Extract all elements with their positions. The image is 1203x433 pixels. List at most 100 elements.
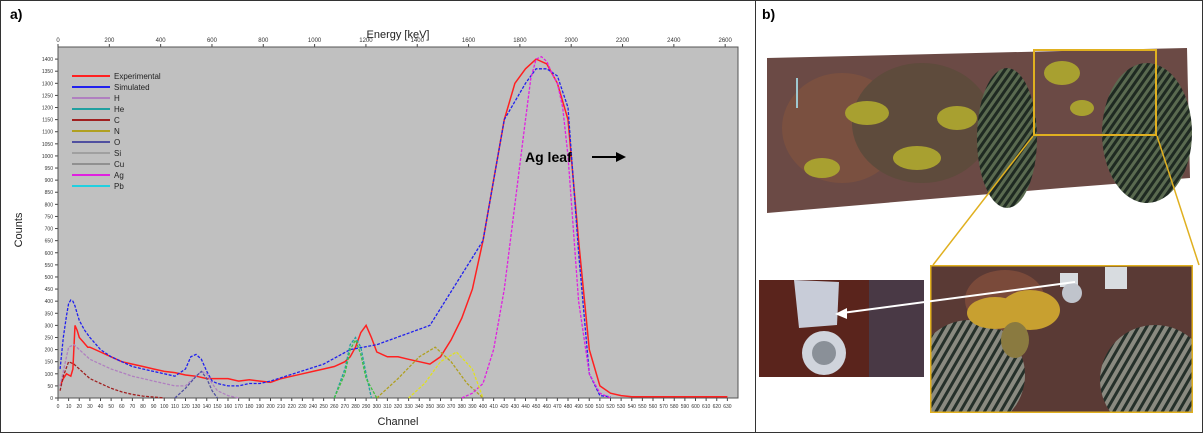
x-tick-label: 150 — [213, 404, 222, 410]
y-tick-label: 350 — [45, 311, 54, 317]
legend-label: Simulated — [114, 83, 150, 92]
x-tick-label: 430 — [511, 404, 520, 410]
plot-area — [58, 47, 738, 398]
x-tick-label: 20 — [76, 404, 82, 410]
y-tick-label: 150 — [45, 360, 54, 366]
spectrum-chart: 0501001502002503003504004505005506006507… — [13, 29, 739, 428]
x-tick-label: 600 — [691, 404, 700, 410]
x-tick-label: 570 — [659, 404, 668, 410]
zoom-connector-lines — [932, 135, 1200, 266]
x-tick-label: 300 — [373, 404, 382, 410]
x-tick-label: 470 — [553, 404, 562, 410]
x-tick-label: 410 — [489, 404, 498, 410]
y-tick-label: 900 — [45, 178, 54, 184]
series-line-ag — [461, 55, 611, 399]
legend-label: H — [114, 94, 120, 103]
energy-tick-label: 1600 — [462, 38, 476, 44]
x-tick-label: 630 — [723, 404, 732, 410]
legend-label: N — [114, 127, 120, 136]
ag-leaf-annotation: Ag leaf — [525, 149, 572, 165]
x-tick-label: 440 — [521, 404, 530, 410]
x-tick-label: 340 — [415, 404, 424, 410]
legend-label: He — [114, 105, 125, 114]
x-tick-label: 80 — [140, 404, 146, 410]
energy-tick-label: 1000 — [308, 38, 322, 44]
x-tick-label: 290 — [362, 404, 371, 410]
y-tick-label: 1150 — [42, 118, 53, 124]
energy-tick-label: 0 — [56, 38, 60, 44]
x-tick-label: 480 — [564, 404, 573, 410]
y-tick-label: 700 — [45, 227, 54, 233]
x-tick-label: 520 — [606, 404, 615, 410]
series-line-c — [59, 360, 165, 399]
x-tick-label: 350 — [426, 404, 435, 410]
top-axis-label: Energy [keV] — [367, 29, 430, 41]
ag-leaf-arrowhead — [616, 152, 626, 162]
energy-tick-label: 2400 — [667, 38, 681, 44]
legend-label: Ag — [114, 171, 124, 180]
x-tick-label: 490 — [574, 404, 583, 410]
x-tick-label: 560 — [649, 404, 658, 410]
series-line-n — [376, 346, 484, 399]
y-tick-label: 500 — [45, 275, 54, 281]
x-tick-label: 260 — [330, 404, 339, 410]
x-tick-label: 610 — [702, 404, 711, 410]
energy-tick-label: 800 — [258, 38, 269, 44]
x-tick-label: 230 — [298, 404, 307, 410]
y-tick-label: 550 — [45, 263, 54, 269]
x-tick-label: 380 — [458, 404, 467, 410]
x-tick-label: 550 — [638, 404, 647, 410]
energy-tick-label: 2200 — [616, 38, 630, 44]
x-tick-label: 280 — [351, 404, 360, 410]
series-line-o — [174, 370, 218, 399]
x-tick-label: 160 — [224, 404, 233, 410]
x-tick-label: 540 — [628, 404, 637, 410]
x-tick-label: 40 — [98, 404, 104, 410]
x-tick-label: 270 — [341, 404, 350, 410]
y-tick-label: 850 — [45, 190, 54, 196]
x-tick-label: 530 — [617, 404, 626, 410]
x-tick-label: 310 — [383, 404, 392, 410]
x-tick-label: 510 — [596, 404, 605, 410]
x-tick-label: 100 — [160, 404, 169, 410]
x-tick-label: 210 — [277, 404, 286, 410]
energy-tick-label: 1400 — [411, 38, 425, 44]
x-tick-label: 70 — [130, 404, 136, 410]
series-line-unlabeled — [408, 351, 484, 399]
energy-tick-label: 1200 — [359, 38, 373, 44]
x-tick-label: 50 — [108, 404, 114, 410]
y-tick-label: 950 — [45, 166, 54, 172]
x-tick-label: 320 — [394, 404, 403, 410]
y-tick-label: 1300 — [42, 81, 53, 87]
y-tick-label: 300 — [45, 323, 54, 329]
y-tick-label: 750 — [45, 214, 54, 220]
panel-b-label: b) — [762, 6, 776, 22]
energy-tick-label: 200 — [104, 38, 115, 44]
y-tick-label: 0 — [50, 396, 53, 402]
y-tick-label: 250 — [45, 335, 54, 341]
x-tick-label: 140 — [203, 404, 212, 410]
y-tick-label: 1350 — [42, 69, 53, 75]
x-tick-label: 120 — [181, 404, 190, 410]
panel-a-label: a) — [10, 6, 23, 22]
energy-tick-label: 1800 — [513, 38, 527, 44]
y-tick-label: 1000 — [42, 154, 53, 160]
plot-border — [57, 46, 739, 399]
y-tick-label: 1050 — [42, 142, 53, 148]
x-tick-label: 500 — [585, 404, 594, 410]
x-tick-label: 460 — [543, 404, 552, 410]
energy-tick-label: 2000 — [565, 38, 579, 44]
series-line-he — [333, 336, 373, 399]
closeup-pointer-arrow — [835, 281, 1076, 319]
x-tick-label: 590 — [681, 404, 690, 410]
panel-divider — [755, 0, 756, 433]
y-tick-label: 650 — [45, 239, 54, 245]
x-tick-label: 620 — [713, 404, 722, 410]
artwork-overview-photo — [767, 48, 1192, 213]
legend-label: Cu — [114, 160, 124, 169]
x-tick-label: 30 — [87, 404, 93, 410]
x-tick-label: 190 — [256, 404, 265, 410]
x-tick-label: 10 — [66, 404, 72, 410]
y-tick-label: 450 — [45, 287, 54, 293]
y-tick-label: 50 — [47, 384, 53, 390]
